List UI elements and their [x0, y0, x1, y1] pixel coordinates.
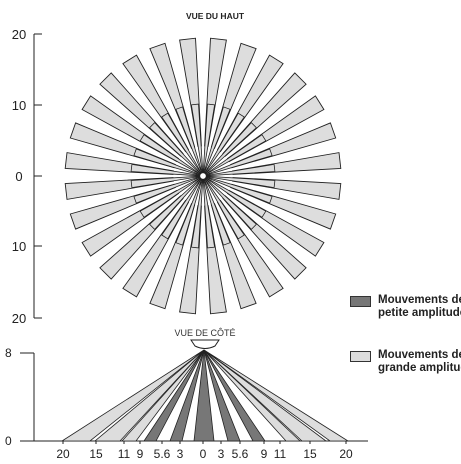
- top-y-tick-label: 20: [12, 311, 26, 326]
- legend-label-large: Mouvements de grande amplitude: [378, 349, 461, 374]
- legend-swatch-dark: [350, 296, 371, 307]
- side-x-tick-label: 20: [339, 447, 353, 461]
- legend-label-small: Mouvements de petite amplitude: [378, 294, 461, 319]
- side-beam-large: [121, 349, 205, 442]
- side-beam-large: [203, 349, 328, 442]
- legend-swatch-light: [350, 351, 371, 362]
- side-x-tick-label: 5.6: [154, 447, 171, 461]
- side-x-tick-label: 3: [218, 447, 225, 461]
- side-beam-small: [203, 349, 241, 442]
- side-x-tick-label: 11: [274, 447, 287, 461]
- side-beam-small: [203, 349, 266, 442]
- side-x-tick-label: 11: [118, 447, 131, 461]
- side-beam-large: [60, 349, 205, 442]
- side-beam-large: [93, 349, 205, 442]
- side-view-beams: [60, 349, 350, 442]
- side-beam-large: [203, 349, 350, 442]
- side-view-title: VUE DE CÔTÉ: [174, 328, 235, 338]
- side-beam-small: [169, 349, 205, 442]
- side-x-tick-label: 0: [200, 447, 207, 461]
- sensor-icon: [190, 339, 220, 349]
- side-beam-small: [143, 349, 205, 442]
- side-beam-small: [193, 349, 215, 442]
- top-y-tick-label: 20: [12, 27, 26, 42]
- sensor-center: [198, 171, 208, 181]
- side-x-tick-label: 20: [56, 447, 70, 461]
- side-x-tick-label: 15: [303, 447, 317, 461]
- side-x-tick-label: 5.6: [232, 447, 249, 461]
- top-view-sectors: [64, 37, 342, 315]
- side-x-tick-label: 15: [89, 447, 103, 461]
- side-x-tick-label: 9: [137, 447, 144, 461]
- top-y-tick-label: 10: [12, 98, 26, 113]
- side-x-tick-label: 9: [261, 447, 268, 461]
- top-y-tick-label: 10: [12, 239, 26, 254]
- side-x-tick-label: 3: [177, 447, 184, 461]
- top-view-title: VUE DU HAUT: [186, 11, 245, 21]
- top-y-tick-label: 0: [15, 169, 22, 184]
- side-y-tick-label: 8: [5, 346, 12, 360]
- side-y-tick-label: 0: [5, 434, 12, 448]
